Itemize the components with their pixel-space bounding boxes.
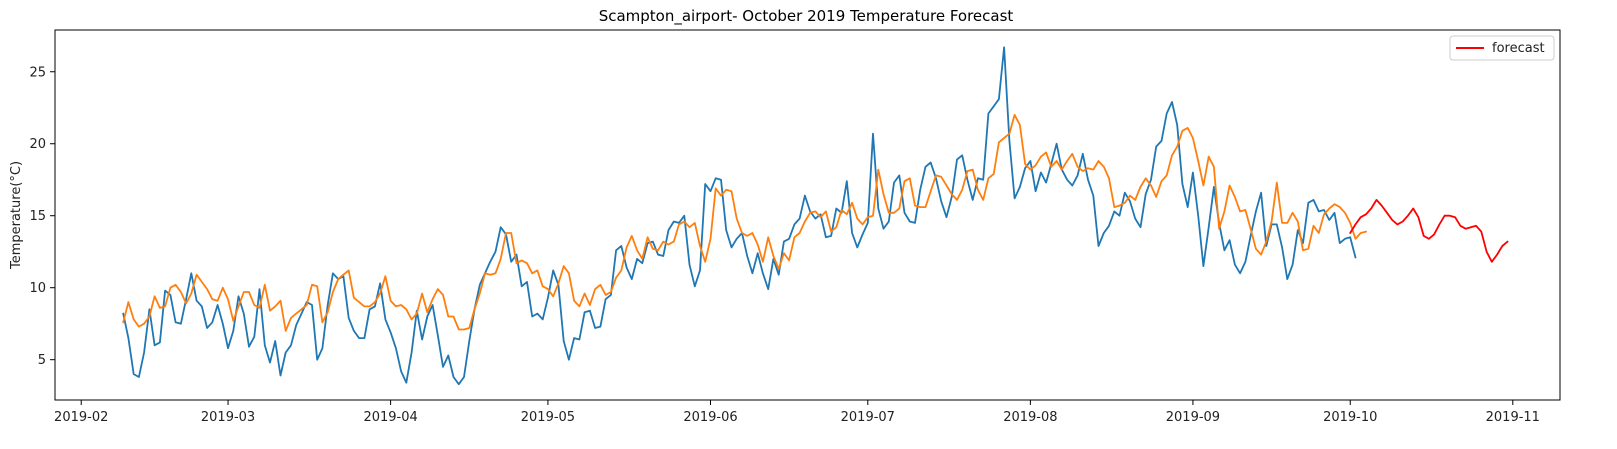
y-tick-label: 10 <box>29 281 46 296</box>
plot-frame <box>54 29 1561 401</box>
series-line-forecast <box>1349 198 1509 263</box>
y-tick-label: 15 <box>29 209 46 224</box>
y-axis: 5 10 15 20 25 <box>29 65 55 368</box>
x-tick-label: 2019-05 <box>521 410 575 425</box>
series-line-fitted <box>122 114 1367 332</box>
legend-box <box>1449 35 1555 61</box>
x-tick-label: 2019-11 <box>1486 410 1540 425</box>
x-axis: 2019-02 2019-03 2019-04 2019-05 2019-06 2019-… <box>54 400 1540 425</box>
x-tick-label: 2019-04 <box>363 410 417 425</box>
x-tick-label: 2019-07 <box>841 410 895 425</box>
x-tick-label: 2019-02 <box>54 410 108 425</box>
series-lines <box>122 46 1509 386</box>
legend-label-forecast: forecast <box>1492 41 1545 56</box>
y-tick-label: 25 <box>29 65 46 80</box>
y-axis-label: Temperature(°C) <box>9 161 24 270</box>
series-line-observed <box>122 46 1357 386</box>
chart-title: Scampton_airport- October 2019 Temperatu… <box>599 7 1014 26</box>
x-tick-label: 2019-10 <box>1323 410 1377 425</box>
y-tick-label: 5 <box>38 353 46 368</box>
x-tick-label: 2019-08 <box>1003 410 1057 425</box>
x-tick-label: 2019-06 <box>683 410 737 425</box>
y-tick-label: 20 <box>29 137 46 152</box>
x-tick-label: 2019-09 <box>1166 410 1220 425</box>
legend: forecast <box>1449 35 1555 61</box>
x-tick-label: 2019-03 <box>201 410 255 425</box>
